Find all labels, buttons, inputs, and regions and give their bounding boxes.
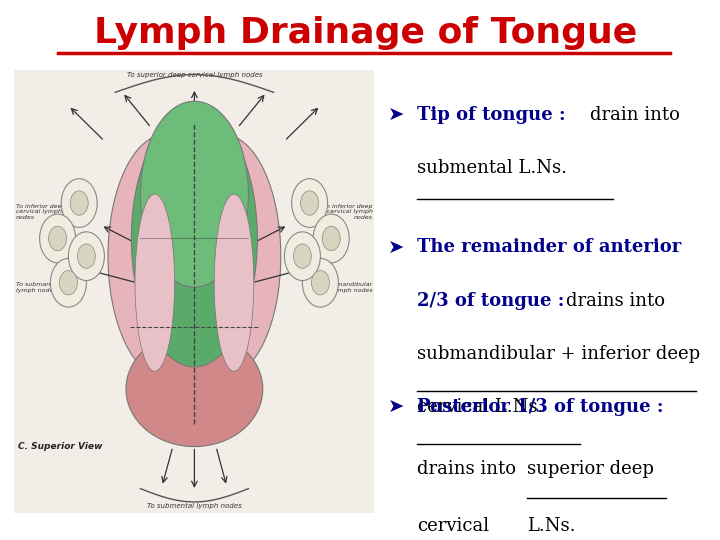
Ellipse shape	[294, 244, 312, 268]
Ellipse shape	[302, 259, 338, 307]
Point	[662, 494, 670, 501]
Text: The remainder of anterior: The remainder of anterior	[418, 239, 682, 256]
Text: To inferior deep
cervical lymph
nodes: To inferior deep cervical lymph nodes	[16, 204, 66, 220]
Ellipse shape	[60, 271, 78, 295]
Ellipse shape	[108, 134, 223, 378]
Point	[575, 441, 584, 448]
Text: To submandibular
lymph nodes: To submandibular lymph nodes	[316, 282, 373, 293]
Ellipse shape	[68, 232, 104, 280]
Ellipse shape	[284, 232, 320, 280]
Text: ➤: ➤	[387, 239, 404, 258]
Text: L.Ns.: L.Ns.	[527, 517, 575, 536]
Text: submandibular + inferior deep: submandibular + inferior deep	[418, 345, 701, 363]
Text: submental L.Ns.: submental L.Ns.	[418, 159, 567, 177]
Ellipse shape	[126, 332, 263, 447]
Point	[413, 195, 422, 202]
Text: Posterior 1/3 of tongue :: Posterior 1/3 of tongue :	[418, 398, 664, 416]
Ellipse shape	[71, 191, 89, 215]
Ellipse shape	[50, 259, 86, 307]
Ellipse shape	[135, 194, 175, 372]
Ellipse shape	[140, 101, 248, 287]
Text: To submandibular
lymph nodes: To submandibular lymph nodes	[16, 282, 73, 293]
Text: To superior deep cervical lymph nodes: To superior deep cervical lymph nodes	[127, 72, 262, 78]
Ellipse shape	[313, 214, 349, 263]
Ellipse shape	[49, 226, 67, 251]
Ellipse shape	[292, 179, 328, 227]
Ellipse shape	[40, 214, 76, 263]
Point	[413, 441, 422, 448]
Text: 2/3 of tongue :: 2/3 of tongue :	[418, 292, 564, 309]
Ellipse shape	[312, 271, 330, 295]
Ellipse shape	[166, 134, 281, 378]
Text: Tip of tongue :: Tip of tongue :	[418, 106, 566, 124]
Text: Lymph Drainage of Tongue: Lymph Drainage of Tongue	[94, 16, 637, 50]
Ellipse shape	[323, 226, 341, 251]
Point	[608, 195, 617, 202]
Text: drains into: drains into	[567, 292, 665, 309]
Ellipse shape	[61, 179, 97, 227]
Text: To submental lymph nodes: To submental lymph nodes	[147, 503, 242, 509]
Text: cervical L.Ns.: cervical L.Ns.	[418, 398, 544, 416]
Text: drain into: drain into	[590, 106, 680, 124]
Ellipse shape	[215, 194, 254, 372]
Text: drains into: drains into	[418, 460, 522, 478]
Ellipse shape	[78, 244, 96, 268]
Point	[523, 494, 531, 501]
Ellipse shape	[301, 191, 319, 215]
Text: To inferior deep
cervical lymph
nodes: To inferior deep cervical lymph nodes	[323, 204, 373, 220]
Text: ➤: ➤	[387, 398, 404, 417]
Text: cervical: cervical	[418, 517, 490, 536]
Text: ➤: ➤	[387, 106, 404, 125]
Ellipse shape	[132, 110, 258, 367]
Text: superior deep: superior deep	[527, 460, 654, 478]
Text: C. Superior View: C. Superior View	[18, 442, 102, 451]
